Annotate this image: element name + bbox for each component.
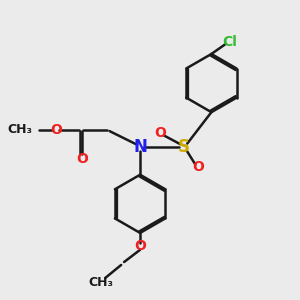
Text: CH₃: CH₃ [8,122,32,136]
Text: O: O [134,239,146,253]
Text: S: S [178,138,190,156]
Text: O: O [50,123,62,136]
Text: CH₃: CH₃ [88,276,113,289]
Text: O: O [76,152,88,166]
Text: O: O [154,125,166,140]
Text: Cl: Cl [222,35,237,49]
Text: O: O [192,160,204,175]
Text: N: N [133,138,147,156]
